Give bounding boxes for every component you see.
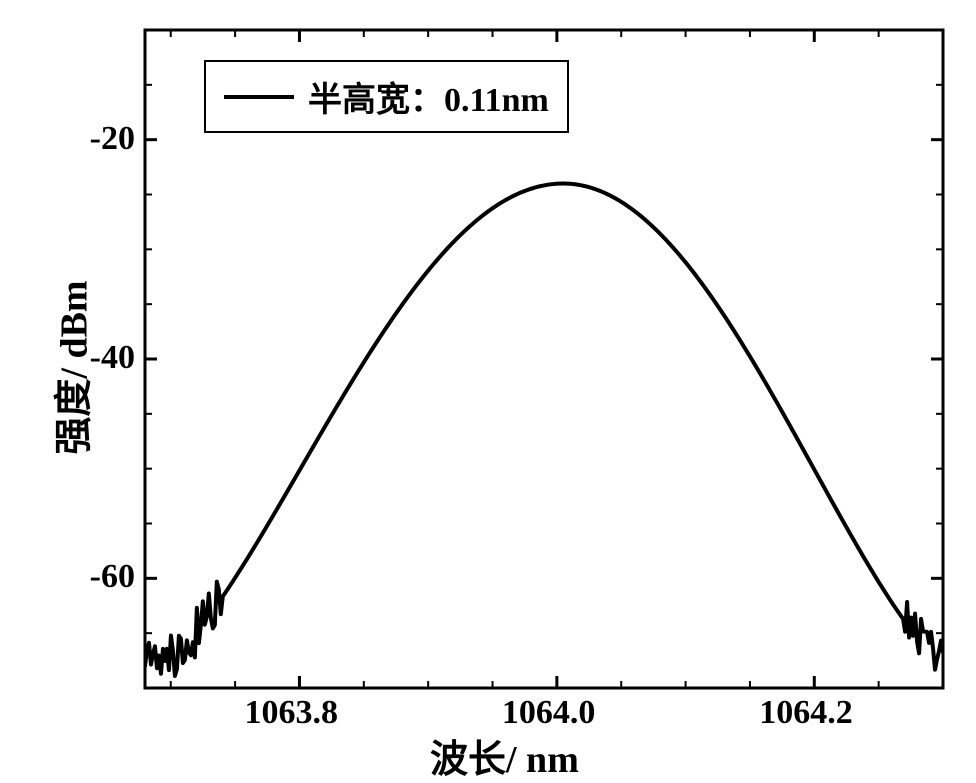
legend-text: 半高宽：0.11nm (308, 72, 549, 121)
x-tick-label: 1063.8 (244, 694, 338, 732)
x-tick-label: 1064.0 (502, 694, 596, 732)
y-tick-label: -40 (90, 339, 135, 377)
chart-container: 强度/ dBm 波长/ nm 半高宽：0.11nm 1063.81064.010… (0, 0, 976, 775)
y-tick-label: -20 (90, 120, 135, 158)
legend: 半高宽：0.11nm (204, 60, 569, 133)
legend-line-sample (224, 95, 294, 99)
y-tick-label: -60 (90, 558, 135, 596)
x-tick-label: 1064.2 (759, 694, 853, 732)
